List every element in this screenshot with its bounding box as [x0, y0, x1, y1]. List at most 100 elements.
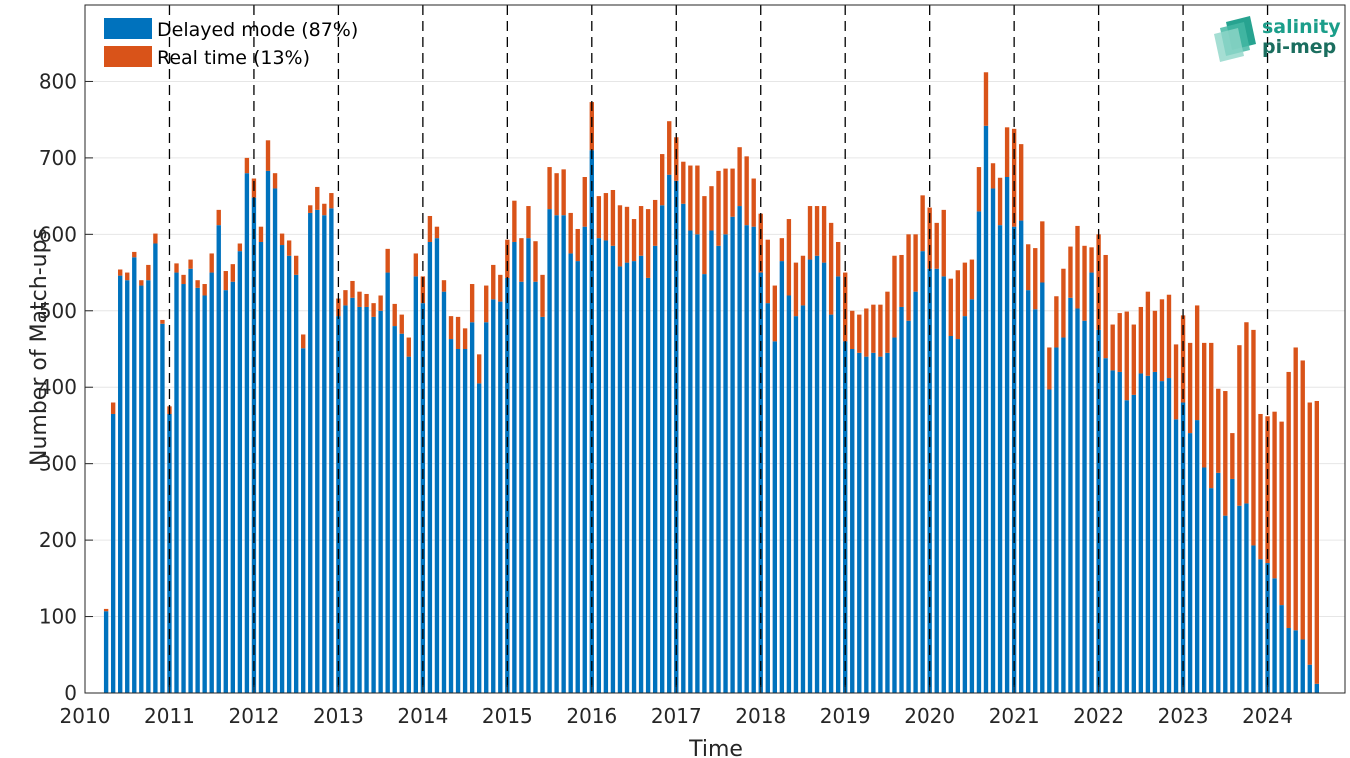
bar-delayed [1124, 400, 1129, 693]
bar-delayed [765, 303, 770, 693]
bar-delayed [1314, 683, 1319, 693]
bar-realtime [427, 215, 433, 242]
bar-delayed [1173, 419, 1179, 693]
bar-realtime [843, 272, 848, 342]
bar-delayed [1223, 515, 1228, 693]
bar-realtime [1279, 421, 1284, 606]
bar-realtime [674, 137, 679, 181]
bar-delayed [216, 225, 221, 693]
bar-realtime [723, 168, 728, 235]
bar-delayed [1040, 282, 1045, 693]
bar-realtime [1138, 306, 1144, 374]
x-tick-label: 2011 [144, 704, 195, 728]
bar-realtime [258, 226, 264, 242]
x-tick-label: 2016 [566, 704, 617, 728]
bar-realtime [793, 262, 799, 317]
bar-realtime [547, 167, 552, 210]
bar-realtime [575, 228, 580, 262]
bar-delayed [350, 297, 355, 693]
bar-realtime [1103, 254, 1108, 359]
bar-realtime [1300, 360, 1305, 640]
bar-realtime [561, 169, 566, 216]
bar-realtime [1216, 388, 1221, 473]
bar-realtime [364, 293, 369, 307]
bar-realtime [1293, 347, 1298, 631]
bar-delayed [371, 316, 376, 693]
bar-realtime [125, 272, 130, 281]
bar-delayed [512, 241, 517, 693]
bar-realtime [293, 255, 299, 275]
bar-delayed [1026, 290, 1031, 693]
bar-realtime [1145, 291, 1151, 376]
bar-realtime [378, 295, 383, 311]
bar-delayed [540, 316, 545, 693]
bar-realtime [737, 147, 742, 207]
x-tick-label: 2024 [1242, 704, 1293, 728]
x-tick-label: 2010 [60, 704, 111, 728]
legend-label-realtime: Real time (13%) [157, 47, 310, 69]
bar-realtime [455, 316, 461, 349]
bar-delayed [610, 245, 616, 694]
bar-delayed [519, 281, 524, 693]
bar-realtime [1033, 248, 1038, 310]
bar-delayed [955, 339, 961, 693]
bar-delayed [385, 272, 390, 693]
bar-realtime [1152, 310, 1158, 372]
y-tick-label: 200 [39, 528, 77, 552]
bar-realtime [800, 255, 806, 306]
bar-realtime [660, 154, 665, 206]
bar-realtime [244, 157, 250, 174]
bar-realtime [476, 354, 482, 384]
bar-realtime [533, 241, 538, 282]
bar-realtime [681, 161, 686, 204]
bar-delayed [892, 337, 897, 693]
bar-delayed [779, 261, 785, 693]
bar-realtime [1061, 268, 1066, 338]
bar-delayed [702, 274, 707, 693]
bar-delayed [406, 356, 411, 693]
y-tick-label: 0 [64, 681, 77, 705]
bar-realtime [237, 243, 243, 252]
bar-delayed [709, 230, 714, 693]
bar-delayed [800, 305, 806, 693]
bar-delayed [364, 306, 369, 693]
bar-delayed [265, 170, 271, 693]
bar-delayed [258, 241, 264, 693]
bar-delayed [814, 255, 820, 693]
x-tick-label: 2012 [228, 704, 279, 728]
bar-realtime [1314, 400, 1319, 684]
bar-delayed [315, 209, 320, 694]
bar-delayed [681, 203, 686, 693]
bar-delayed [343, 305, 348, 693]
bar-delayed [1138, 373, 1144, 693]
bar-delayed [990, 188, 996, 693]
bar-delayed [125, 280, 130, 693]
bar-realtime [617, 205, 623, 267]
bar-realtime [1159, 299, 1165, 382]
bar-delayed [455, 349, 461, 693]
bar-realtime [709, 186, 714, 231]
bar-delayed [526, 238, 531, 693]
bar-realtime [392, 303, 397, 327]
bar-realtime [357, 291, 362, 307]
bar-delayed [730, 216, 735, 694]
bar-realtime [765, 239, 770, 304]
bar-realtime [1082, 245, 1087, 321]
bar-delayed [209, 272, 214, 693]
bar-delayed [1103, 358, 1108, 693]
bar-delayed [441, 291, 447, 693]
bar-realtime [857, 314, 862, 353]
bar-realtime [1124, 311, 1129, 401]
bar-delayed [1018, 220, 1024, 693]
bar-realtime [835, 241, 841, 277]
bar-delayed [596, 238, 602, 693]
bar-delayed [631, 261, 637, 693]
bar-realtime [631, 219, 637, 262]
bar-delayed [878, 356, 883, 693]
x-tick-label: 2018 [735, 704, 786, 728]
bar-delayed [195, 287, 200, 693]
bar-realtime [202, 284, 207, 296]
logo-line-1: salinity [1262, 16, 1341, 38]
bar-realtime [878, 304, 883, 357]
bar-delayed [153, 243, 158, 694]
